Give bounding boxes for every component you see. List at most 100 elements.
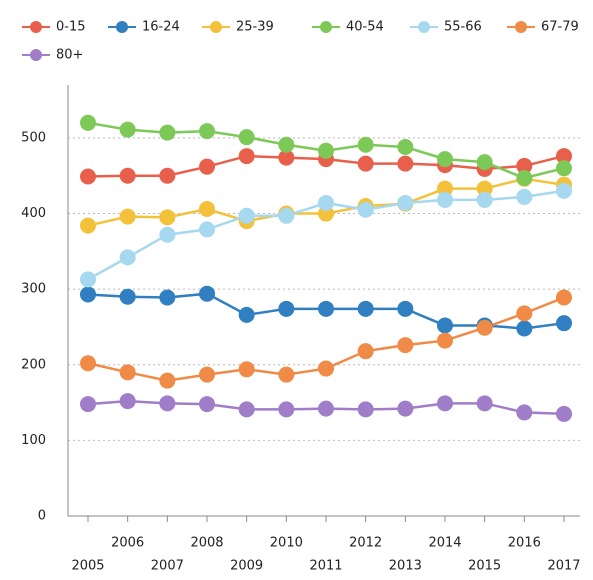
data-point (159, 226, 176, 243)
data-point (199, 396, 215, 413)
data-point (357, 401, 374, 418)
y-tick-label: 300 (21, 282, 46, 297)
data-point (556, 148, 572, 165)
data-point (397, 155, 414, 172)
data-point (278, 300, 295, 317)
data-point (278, 207, 295, 224)
data-point (119, 288, 136, 305)
x-tick-label: 2017 (547, 559, 580, 574)
x-tick-label: 2014 (428, 536, 461, 551)
data-point (476, 154, 493, 171)
x-tick-label: 2013 (389, 559, 422, 574)
data-point (80, 114, 96, 131)
data-point (516, 170, 533, 187)
y-tick-label: 200 (21, 357, 46, 372)
data-point (437, 151, 453, 168)
data-point (80, 168, 96, 185)
data-point (238, 148, 255, 165)
legend-marker (418, 21, 430, 33)
x-tick-label: 2012 (349, 536, 382, 551)
data-point (516, 404, 533, 421)
data-point (397, 337, 414, 354)
data-point (159, 372, 176, 389)
data-point (318, 142, 334, 159)
data-point (80, 217, 96, 234)
legend-label: 67-79 (541, 20, 579, 35)
legend-marker (116, 21, 128, 33)
data-point (397, 400, 414, 417)
data-point (80, 286, 96, 303)
data-point (556, 289, 572, 306)
x-tick-label: 2008 (190, 536, 223, 551)
data-point (119, 393, 136, 410)
legend-marker (210, 21, 222, 33)
data-point (476, 395, 493, 412)
data-point (318, 194, 334, 211)
data-point (556, 315, 572, 332)
y-tick-label: 400 (21, 206, 46, 221)
legend-label: 40-54 (346, 20, 384, 35)
data-point (199, 366, 215, 383)
data-point (556, 182, 572, 199)
data-point (119, 249, 136, 266)
y-tick-label: 0 (38, 509, 46, 524)
data-point (278, 366, 295, 383)
x-tick-label: 2016 (508, 536, 541, 551)
data-point (437, 395, 453, 412)
data-point (159, 209, 176, 226)
data-point (516, 305, 533, 322)
data-point (159, 395, 176, 412)
legend-label: 0-15 (56, 20, 86, 35)
data-point (476, 319, 493, 336)
data-point (516, 188, 533, 205)
data-point (199, 201, 215, 218)
data-point (159, 124, 176, 141)
x-tick-label: 2006 (111, 536, 144, 551)
x-tick-label: 2007 (151, 559, 184, 574)
data-point (397, 300, 414, 317)
data-point (357, 136, 374, 153)
data-point (357, 155, 374, 172)
data-point (80, 396, 96, 413)
data-point (119, 364, 136, 381)
data-point (357, 300, 374, 317)
x-tick-label: 2010 (270, 536, 303, 551)
data-point (556, 160, 572, 177)
data-point (318, 300, 334, 317)
data-point (80, 355, 96, 372)
data-point (119, 208, 136, 225)
x-tick-label: 2015 (468, 559, 501, 574)
x-tick-label: 2011 (309, 559, 342, 574)
data-point (437, 180, 453, 197)
data-point (318, 360, 334, 377)
legend-marker (515, 21, 527, 33)
x-tick-label: 2005 (71, 559, 104, 574)
data-point (437, 317, 453, 334)
data-point (437, 332, 453, 349)
x-tick-label: 2009 (230, 559, 263, 574)
data-point (199, 285, 215, 302)
legend-label: 25-39 (236, 20, 274, 35)
data-point (516, 157, 533, 174)
legend-marker (30, 49, 42, 61)
data-point (516, 320, 533, 337)
data-point (397, 194, 414, 211)
y-tick-label: 500 (21, 130, 46, 145)
data-point (278, 401, 295, 418)
data-point (80, 271, 96, 288)
data-point (357, 343, 374, 360)
data-point (199, 123, 215, 140)
data-point (278, 149, 295, 166)
legend-marker (30, 21, 42, 33)
data-point (437, 191, 453, 208)
legend-label: 16-24 (142, 20, 180, 35)
data-point (357, 201, 374, 218)
data-point (476, 191, 493, 208)
data-point (238, 306, 255, 323)
data-point (119, 167, 136, 184)
data-point (397, 139, 414, 156)
data-point (119, 121, 136, 138)
data-point (199, 221, 215, 238)
data-point (238, 129, 255, 146)
